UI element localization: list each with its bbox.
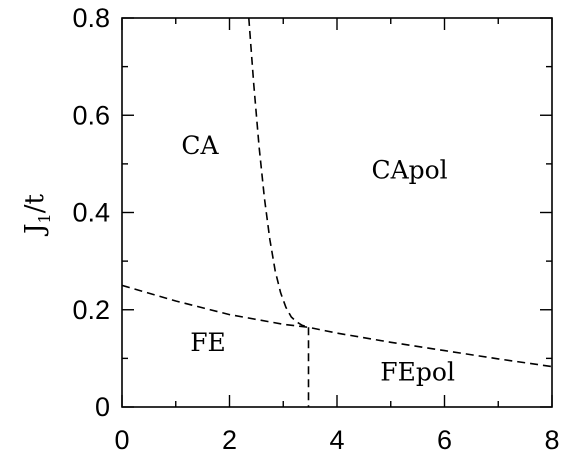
y-tick-label: 0.2 [72, 295, 110, 325]
region-label: CA [181, 131, 219, 160]
x-tick-label: 0 [114, 425, 129, 455]
y-axis-label: J1/t [20, 194, 54, 237]
x-tick-label: 4 [329, 425, 344, 455]
plot-frame [121, 17, 553, 408]
tick-marks [121, 17, 553, 408]
y-tick-label: 0.4 [72, 198, 110, 228]
region-labels: CA CApol FE FEpol [181, 131, 455, 386]
y-tick-label: 0.8 [72, 3, 110, 33]
region-label: FE [190, 328, 226, 357]
phase-boundary-line [248, 17, 309, 329]
y-tick-label: 0.6 [72, 100, 110, 130]
tick-labels: 0 2 4 6 8 0 0.2 0.4 0.6 0.8 [72, 3, 559, 455]
y-axis-label-subscript: 1 [35, 213, 54, 223]
region-label: CApol [371, 155, 447, 184]
x-tick-label: 2 [222, 425, 237, 455]
x-tick-label: 8 [544, 425, 559, 455]
y-axis-label-main: J [20, 223, 50, 236]
region-label: FEpol [380, 357, 455, 386]
phase-boundaries [121, 17, 553, 407]
y-tick-label: 0 [95, 392, 110, 422]
phase-boundary-line [121, 284, 553, 368]
y-axis-label-rest: /t [20, 194, 50, 214]
x-tick-label: 6 [437, 425, 452, 455]
